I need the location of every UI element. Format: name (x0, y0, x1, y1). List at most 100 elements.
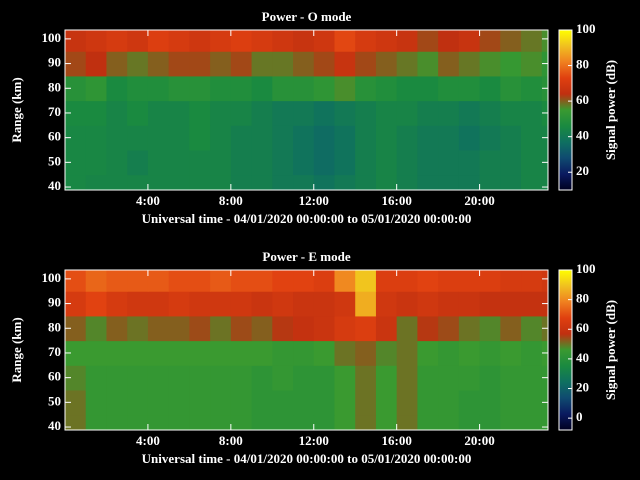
cell (189, 291, 211, 317)
cell (168, 365, 190, 391)
cell (106, 414, 128, 430)
cell (355, 270, 377, 292)
cell (251, 30, 273, 52)
cell (230, 174, 253, 190)
cell (500, 51, 522, 77)
cell (272, 75, 294, 102)
colorbar-tick-label: 0 (576, 409, 583, 424)
cell (210, 315, 232, 342)
cell (127, 51, 149, 77)
cell (375, 315, 398, 342)
cell (230, 100, 253, 126)
y-tick-label: 80 (48, 319, 61, 334)
cell (438, 390, 460, 416)
cell (334, 291, 356, 317)
cell (251, 340, 273, 366)
cell (230, 51, 253, 77)
colorbar-label: Signal power (dB) (603, 300, 618, 400)
cell (85, 270, 107, 292)
cell (293, 100, 315, 126)
colorbar-tick-label: 80 (576, 57, 589, 72)
cell (65, 100, 87, 126)
cell (417, 125, 439, 151)
cell (479, 75, 501, 102)
cell (334, 100, 356, 126)
cell (230, 150, 253, 176)
cell (355, 414, 377, 430)
cell (189, 51, 211, 77)
colorbar (558, 29, 573, 191)
colorbar-tick-label: 40 (576, 350, 589, 365)
cell (293, 150, 315, 176)
cell (500, 340, 522, 366)
y-tick-label: 70 (48, 104, 61, 119)
plot-frame (64, 29, 549, 191)
cell (85, 365, 107, 391)
cell (293, 365, 315, 391)
cell (458, 365, 481, 391)
cell (396, 75, 418, 102)
cell (521, 51, 543, 77)
cell (355, 150, 377, 176)
cell (500, 75, 522, 102)
cell (230, 340, 253, 366)
cell (230, 125, 253, 151)
cell (541, 414, 548, 430)
cell (438, 365, 460, 391)
cell (521, 75, 543, 102)
cell (251, 270, 273, 292)
cell (458, 75, 481, 102)
cell (479, 51, 501, 77)
cell (272, 125, 294, 151)
cell (293, 340, 315, 366)
cell (521, 291, 543, 317)
cell (417, 150, 439, 176)
chart-title: Power - E mode (262, 249, 350, 264)
y-tick-label: 70 (48, 344, 61, 359)
x-axis-label: Universal time - 04/01/2020 00:00:00 to … (142, 211, 472, 226)
cell (127, 150, 149, 176)
cell (189, 100, 211, 126)
cell (458, 150, 481, 176)
cell (189, 174, 211, 190)
cell (272, 291, 294, 317)
y-tick-label: 40 (48, 178, 61, 193)
cell (251, 174, 273, 190)
cell (355, 51, 377, 77)
cell (355, 390, 377, 416)
cell (479, 150, 501, 176)
colorbar-tick-label: 100 (576, 261, 596, 276)
cell (313, 315, 335, 342)
cell (438, 150, 460, 176)
cell (147, 340, 170, 366)
cell (438, 315, 460, 342)
x-tick-label: 8:00 (219, 433, 243, 448)
cell (65, 125, 87, 151)
cell (65, 291, 87, 317)
cell (396, 270, 418, 292)
cell (251, 390, 273, 416)
cell (293, 390, 315, 416)
cell (458, 340, 481, 366)
cell (85, 75, 107, 102)
cell (313, 30, 335, 52)
cell (375, 30, 398, 52)
cell (210, 75, 232, 102)
cell (458, 315, 481, 342)
cell (147, 270, 170, 292)
cell (521, 150, 543, 176)
cell (189, 315, 211, 342)
cell (293, 75, 315, 102)
cell (417, 291, 439, 317)
cell (230, 365, 253, 391)
cell (438, 100, 460, 126)
cell (272, 174, 294, 190)
colorbar (558, 269, 573, 431)
cell (127, 270, 149, 292)
cell (251, 75, 273, 102)
cell (375, 174, 398, 190)
cell (396, 414, 418, 430)
cell (500, 30, 522, 52)
y-tick-label: 60 (48, 369, 61, 384)
